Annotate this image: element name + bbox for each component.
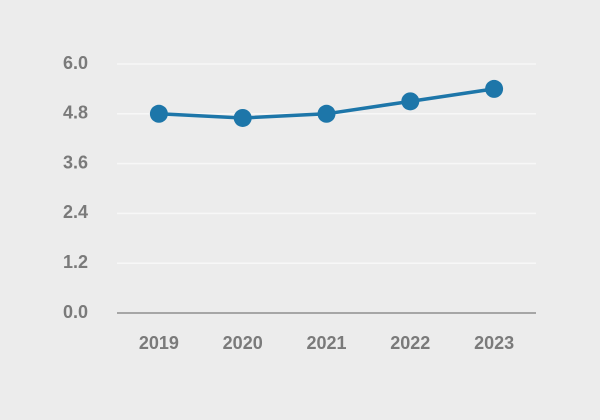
marker <box>317 104 336 123</box>
y-tick-label: 0.0 <box>63 302 88 322</box>
x-tick-label: 2021 <box>306 333 346 353</box>
marker <box>149 104 168 123</box>
y-tick-label: 4.8 <box>63 103 88 123</box>
y-tick-label: 2.4 <box>63 202 88 222</box>
y-tick-label: 6.0 <box>63 53 88 73</box>
y-tick-label: 3.6 <box>63 152 88 172</box>
y-tick-label: 1.2 <box>63 252 88 272</box>
marker <box>233 108 252 127</box>
marker <box>401 92 420 111</box>
x-tick-label: 2023 <box>474 333 514 353</box>
x-tick-label: 2020 <box>223 333 263 353</box>
x-tick-label: 2022 <box>390 333 430 353</box>
x-tick-label: 2019 <box>139 333 179 353</box>
marker <box>485 79 504 98</box>
